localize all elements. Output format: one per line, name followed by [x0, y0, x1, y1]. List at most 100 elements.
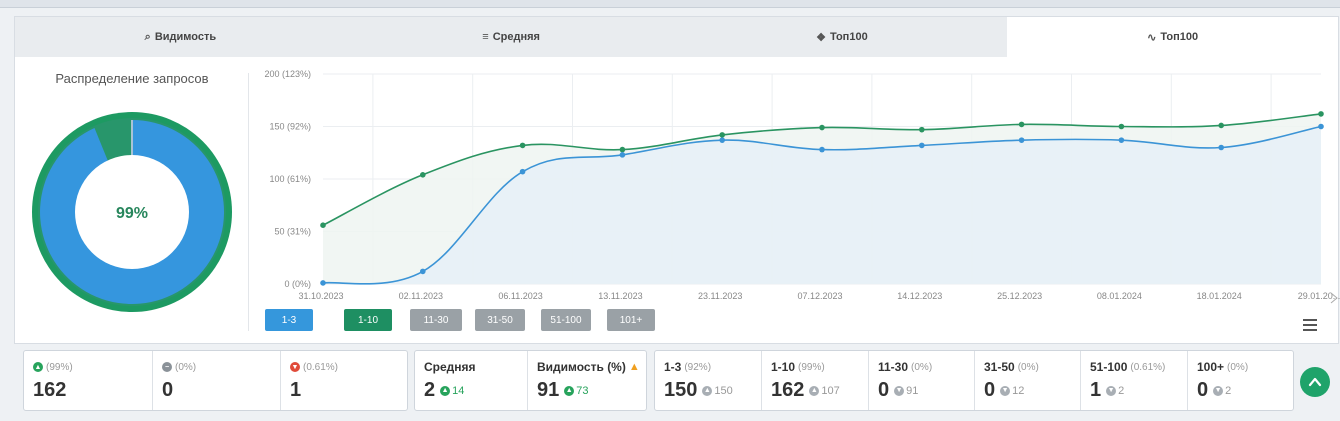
stat-average: Средняя 2 ▲ 14 — [415, 351, 528, 410]
stat-delta: 150 — [714, 385, 732, 397]
data-point — [320, 280, 326, 286]
stat-pct: (0%) — [1227, 362, 1248, 373]
report-panel: ⌕ Видимость ≡ Средняя ❖ Топ100 ∿ Топ100 … — [14, 16, 1339, 344]
arrow-down-circle-icon: ▼ — [1106, 386, 1116, 396]
stat-range: 11-30 (0%) 0 ▼ 91 — [869, 351, 975, 410]
stat-down: ▼ (0.61%) 1 — [281, 351, 407, 410]
top-bar — [0, 0, 1340, 8]
stat-delta: 14 — [452, 385, 464, 397]
arrow-up-circle-icon: ▲ — [564, 386, 574, 396]
x-tick-label: 02.11.2023 — [399, 291, 443, 301]
stat-value: 2 — [424, 379, 435, 402]
stat-label: Видимость (%) — [537, 360, 626, 374]
warning-icon[interactable]: ▲ — [629, 361, 640, 373]
stat-value: 0 — [984, 379, 995, 402]
chart-menu-icon[interactable] — [1303, 319, 1317, 331]
data-point — [620, 147, 626, 153]
stat-range: 1-10 (99%) 162 ▲ 107 — [762, 351, 869, 410]
x-tick-label: 13.11.2023 — [598, 291, 642, 301]
stat-pct: (0.61%) — [303, 362, 338, 373]
x-tick-label: 25.12.2023 — [997, 291, 1042, 301]
x-tick-label: 31.10.2023 — [298, 291, 343, 301]
data-point — [819, 147, 825, 153]
data-point — [1019, 122, 1025, 128]
range-button-11-30[interactable]: 11-30 — [410, 309, 462, 331]
data-point — [719, 137, 725, 143]
data-point — [620, 152, 626, 158]
scroll-to-top-button[interactable] — [1300, 367, 1330, 397]
stat-same: − (0%) 0 — [153, 351, 281, 410]
y-tick-label: 0 (0%) — [284, 279, 311, 289]
range-button-31-50[interactable]: 31-50 — [475, 309, 525, 331]
data-point — [1119, 124, 1125, 130]
stat-range: 31-50 (0%) 0 ▼ 12 — [975, 351, 1081, 410]
x-tick-label: 18.01.2024 — [1197, 291, 1242, 301]
stat-range: 51-100 (0.61%) 1 ▼ 2 — [1081, 351, 1188, 410]
stat-value: 0 — [162, 379, 173, 402]
range-button-1-3[interactable]: 1-3 — [265, 309, 313, 331]
stat-delta: 2 — [1118, 385, 1124, 397]
stats-movement: ▲ (99%) 162 − (0%) 0 ▼ (0.61%) 1 — [23, 350, 408, 411]
data-point — [919, 127, 925, 133]
stat-pct: (0%) — [1018, 362, 1039, 373]
x-tick-label: 14.12.2023 — [897, 291, 942, 301]
data-point — [520, 169, 526, 175]
stat-up: ▲ (99%) 162 — [24, 351, 153, 410]
x-tick-label: 06.11.2023 — [498, 291, 542, 301]
x-tick-label: 08.01.2024 — [1097, 291, 1142, 301]
stat-delta: 2 — [1225, 385, 1231, 397]
stat-delta: 12 — [1012, 385, 1024, 397]
y-tick-label: 200 (123%) — [264, 69, 311, 79]
y-tick-label: 50 (31%) — [274, 227, 311, 237]
range-button-101-plus[interactable]: 101+ — [607, 309, 655, 331]
stat-value: 91 — [537, 379, 559, 402]
data-point — [1318, 111, 1324, 117]
stat-pct: (0.61%) — [1130, 362, 1165, 373]
range-button-1-10[interactable]: 1-10 — [344, 309, 392, 331]
data-point — [919, 143, 925, 149]
data-point — [520, 143, 526, 149]
data-point — [1119, 137, 1125, 143]
arrow-up-circle-icon: ▲ — [440, 386, 450, 396]
data-point — [1318, 124, 1324, 130]
data-point — [1218, 123, 1224, 129]
stat-range: 1-3 (92%) 150 ▲ 150 — [655, 351, 762, 410]
data-point — [420, 269, 426, 275]
range-button-51-100[interactable]: 51-100 — [541, 309, 591, 331]
x-tick-label: 29.01.20... — [1298, 291, 1340, 301]
arrow-down-circle-icon: ▼ — [894, 386, 904, 396]
stat-pct: (99%) — [798, 362, 825, 373]
minus-circle-icon: − — [162, 362, 172, 372]
stat-delta: 107 — [821, 385, 839, 397]
x-tick-label: 23.11.2023 — [698, 291, 742, 301]
stat-label: 1-10 — [771, 360, 795, 374]
stat-value: 0 — [878, 379, 889, 402]
stat-value: 1 — [1090, 379, 1101, 402]
data-point — [320, 222, 326, 228]
arrow-up-circle-icon: ▲ — [809, 386, 819, 396]
stat-label: 11-30 — [878, 360, 908, 374]
stat-value: 162 — [771, 379, 804, 402]
arrow-up-circle-icon: ▲ — [702, 386, 712, 396]
stat-value: 162 — [33, 379, 66, 402]
data-point — [819, 125, 825, 131]
data-point — [1218, 145, 1224, 151]
stat-label: 1-3 — [664, 360, 681, 374]
stat-value: 1 — [290, 379, 301, 402]
stat-value: 150 — [664, 379, 697, 402]
stat-range: 100+ (0%) 0 ▼ 2 — [1188, 351, 1293, 410]
stat-pct: (0%) — [911, 362, 932, 373]
stat-pct: (0%) — [175, 362, 196, 373]
data-point — [420, 172, 426, 178]
stat-delta: 91 — [906, 385, 918, 397]
stat-pct: (99%) — [46, 362, 73, 373]
y-tick-label: 150 (92%) — [269, 122, 311, 132]
arrow-down-circle-icon: ▼ — [290, 362, 300, 372]
rankings-chart: 0 (0%)50 (31%)100 (61%)150 (92%)200 (123… — [15, 17, 1340, 307]
stat-delta: 73 — [576, 385, 588, 397]
stats-ranges: 1-3 (92%) 150 ▲ 150 1-10 (99%) 162 ▲ 107 11-30… — [654, 350, 1294, 411]
stat-label: 31-50 — [984, 360, 1015, 374]
stat-label: Средняя — [424, 360, 476, 374]
stat-label: 51-100 — [1090, 360, 1127, 374]
chevron-up-icon — [1308, 375, 1322, 389]
